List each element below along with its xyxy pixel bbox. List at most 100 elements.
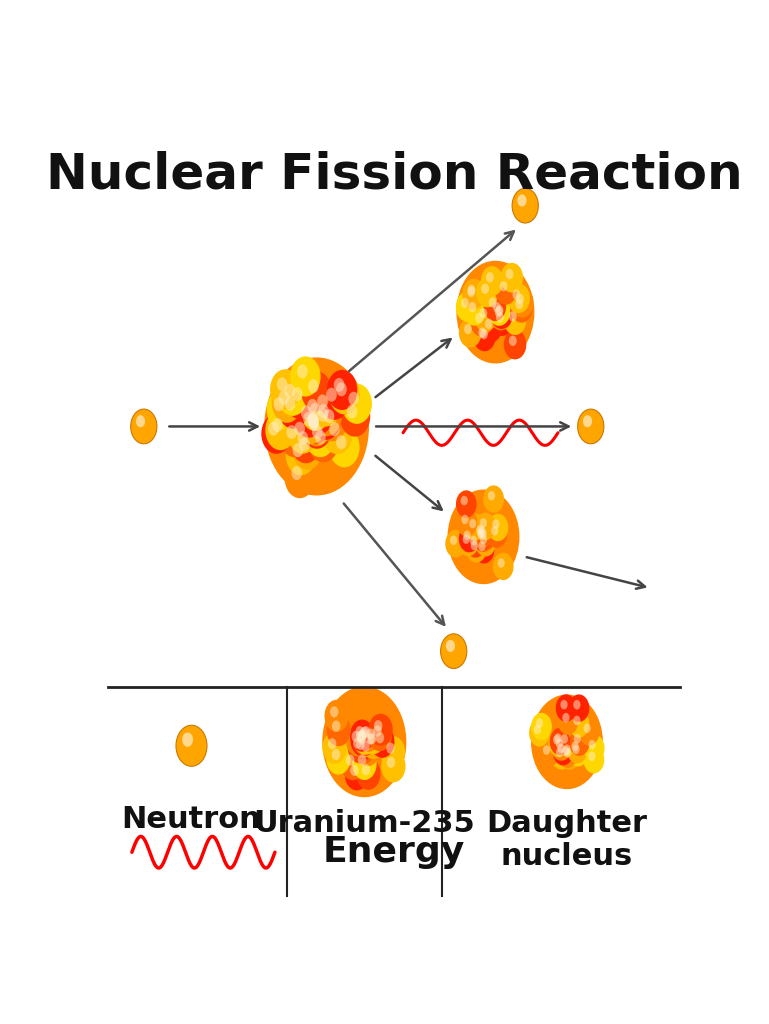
Circle shape (285, 458, 315, 499)
Circle shape (571, 741, 579, 751)
Circle shape (488, 490, 495, 501)
Circle shape (292, 429, 323, 470)
Circle shape (558, 739, 579, 766)
Circle shape (588, 740, 596, 750)
Circle shape (558, 740, 578, 768)
Circle shape (464, 296, 486, 326)
Circle shape (471, 519, 492, 547)
Circle shape (478, 542, 485, 551)
Circle shape (326, 742, 351, 774)
Circle shape (578, 410, 604, 443)
Circle shape (488, 514, 508, 541)
Circle shape (319, 380, 350, 420)
Circle shape (355, 720, 378, 753)
Circle shape (265, 410, 296, 451)
Circle shape (474, 523, 495, 551)
Circle shape (361, 726, 370, 737)
Circle shape (486, 520, 507, 548)
Circle shape (493, 553, 514, 580)
Circle shape (358, 733, 366, 744)
Circle shape (568, 711, 589, 737)
Circle shape (366, 728, 375, 739)
Circle shape (551, 733, 572, 761)
Circle shape (501, 263, 523, 293)
Circle shape (492, 519, 500, 528)
Circle shape (347, 404, 358, 419)
Circle shape (573, 700, 581, 710)
Circle shape (296, 403, 327, 443)
Circle shape (457, 261, 534, 362)
Circle shape (478, 525, 485, 536)
Circle shape (508, 284, 530, 313)
Circle shape (356, 758, 381, 790)
Circle shape (588, 752, 595, 761)
Circle shape (511, 293, 533, 323)
Circle shape (448, 490, 519, 584)
Circle shape (457, 509, 478, 537)
Circle shape (366, 733, 375, 744)
Circle shape (556, 748, 563, 757)
Circle shape (462, 281, 484, 310)
Circle shape (301, 404, 331, 444)
Circle shape (465, 530, 486, 558)
Circle shape (491, 306, 514, 336)
Circle shape (334, 378, 345, 392)
Circle shape (356, 734, 380, 766)
Circle shape (348, 731, 372, 763)
Circle shape (356, 731, 365, 742)
Circle shape (312, 425, 323, 439)
Circle shape (361, 764, 370, 775)
Circle shape (584, 746, 604, 773)
Circle shape (471, 541, 478, 550)
Circle shape (297, 365, 308, 379)
Circle shape (461, 515, 468, 524)
Circle shape (317, 394, 328, 409)
Circle shape (327, 370, 358, 410)
Circle shape (476, 525, 484, 535)
Circle shape (352, 724, 377, 756)
Circle shape (550, 728, 571, 756)
Circle shape (299, 437, 310, 452)
Circle shape (562, 713, 570, 723)
Circle shape (480, 535, 487, 544)
Circle shape (563, 744, 571, 754)
Circle shape (356, 720, 381, 752)
Circle shape (352, 725, 376, 758)
Circle shape (360, 727, 368, 738)
Text: Neutron: Neutron (122, 805, 261, 834)
Circle shape (584, 734, 604, 762)
Circle shape (308, 416, 319, 430)
Circle shape (480, 312, 502, 342)
Circle shape (345, 758, 369, 791)
Circle shape (474, 302, 497, 332)
Circle shape (473, 322, 496, 351)
Circle shape (272, 418, 283, 432)
Circle shape (468, 302, 476, 312)
Circle shape (478, 328, 486, 338)
Circle shape (481, 266, 504, 296)
Circle shape (301, 408, 332, 447)
Circle shape (461, 496, 468, 506)
Circle shape (509, 311, 517, 322)
Circle shape (564, 748, 571, 758)
Circle shape (301, 407, 332, 446)
Circle shape (291, 466, 302, 480)
Circle shape (315, 430, 326, 444)
Circle shape (301, 404, 331, 445)
Circle shape (458, 528, 479, 556)
Circle shape (474, 520, 494, 548)
Circle shape (478, 527, 484, 538)
Circle shape (500, 281, 508, 292)
Circle shape (303, 395, 333, 435)
Circle shape (362, 727, 387, 759)
Circle shape (373, 725, 381, 736)
Circle shape (328, 738, 336, 750)
Circle shape (536, 718, 543, 728)
Circle shape (341, 748, 365, 780)
Circle shape (327, 714, 351, 746)
Circle shape (529, 719, 550, 746)
Circle shape (459, 317, 481, 348)
Circle shape (332, 721, 341, 732)
Circle shape (301, 371, 331, 412)
Circle shape (511, 288, 534, 317)
